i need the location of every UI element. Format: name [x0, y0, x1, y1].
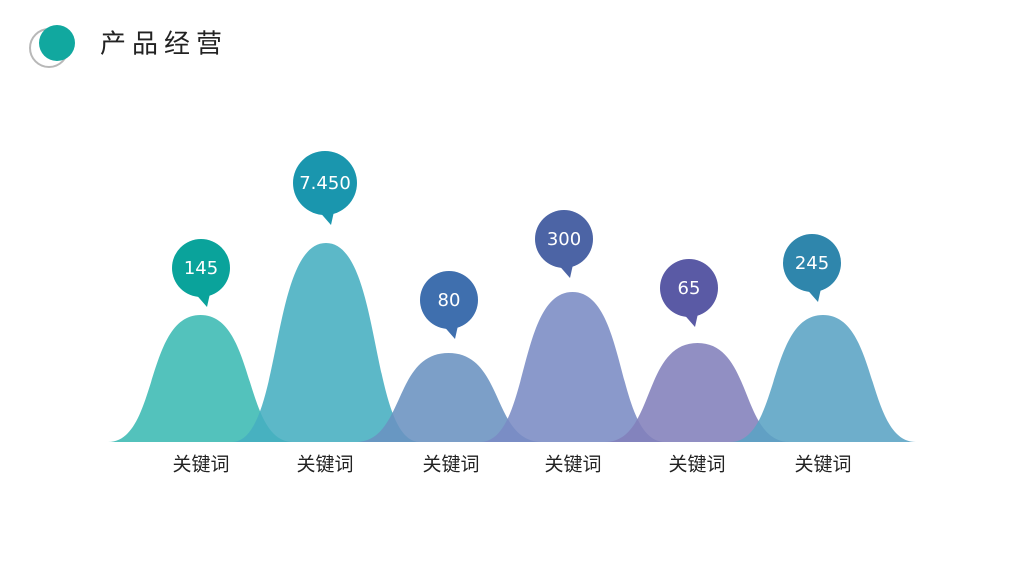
item-label: 关键词: [172, 454, 229, 476]
bubbles: 145 7.450 80 300 65 245: [172, 151, 841, 339]
value-label: 65: [678, 278, 701, 299]
value-label: 7.450: [299, 173, 351, 194]
hump: [108, 315, 293, 442]
bubble: [420, 271, 478, 329]
hump: [480, 292, 665, 442]
value-label: 145: [184, 258, 218, 279]
bubble: [783, 234, 841, 292]
item-label: 关键词: [296, 454, 353, 476]
bubble: [293, 151, 357, 215]
value-label: 300: [547, 229, 581, 250]
item-label: 关键词: [422, 454, 479, 476]
hump: [730, 315, 916, 442]
title: 产品经营: [100, 30, 228, 60]
bubble: [172, 239, 230, 297]
labels: 关键词 关键词 关键词 关键词 关键词 关键词: [172, 454, 851, 476]
hump: [605, 343, 790, 442]
bubble: [535, 210, 593, 268]
item-label: 关键词: [794, 454, 851, 476]
hump: [355, 353, 542, 442]
hump: [232, 243, 420, 442]
value-label: 245: [795, 253, 829, 274]
value-label: 80: [438, 290, 461, 311]
item-label: 关键词: [544, 454, 601, 476]
logo-dot: [39, 25, 75, 61]
humps: [108, 243, 916, 442]
bubble: [660, 259, 718, 317]
item-label: 关键词: [668, 454, 725, 476]
